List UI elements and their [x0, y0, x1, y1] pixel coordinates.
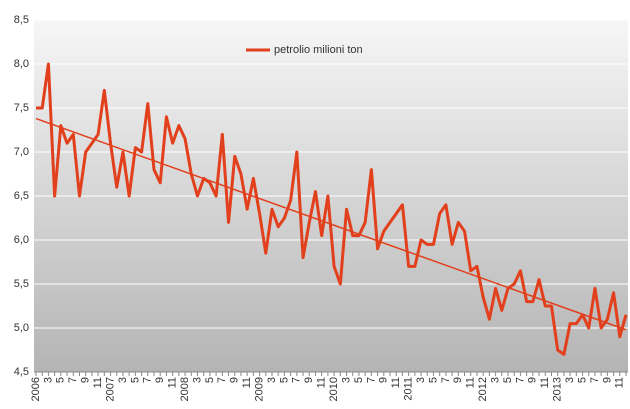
x-tick-label: 3	[42, 377, 54, 383]
x-tick-label: 7	[291, 377, 303, 383]
x-tick-label: 9	[80, 377, 92, 383]
x-tick-label: 7	[589, 377, 601, 383]
x-tick-label: 11	[539, 377, 551, 388]
y-tick-label: 6,5	[14, 190, 29, 202]
y-tick-label: 8,5	[14, 14, 29, 26]
x-tick-label: 9	[229, 377, 241, 383]
x-tick-label: 11	[167, 377, 179, 388]
x-tick-label: 9	[527, 377, 539, 383]
x-tick-label: 9	[154, 377, 166, 383]
x-tick-label: 5	[278, 377, 290, 383]
x-tick-label: 5	[55, 377, 67, 383]
x-tick-label: 11	[316, 377, 328, 388]
y-tick-label: 8,0	[14, 58, 29, 70]
data-line	[36, 62, 628, 356]
x-tick-label: 11	[614, 377, 626, 388]
x-tick-label: 2012	[477, 377, 489, 401]
y-tick-label: 7,5	[14, 102, 29, 114]
x-tick-label: 5	[204, 377, 216, 383]
x-tick-label: 11	[465, 377, 477, 388]
y-tick-label: 7,0	[14, 146, 29, 158]
y-tick-label: 4,5	[14, 366, 29, 378]
y-tick-label: 5,5	[14, 278, 29, 290]
x-tick-label: 2008	[179, 377, 191, 401]
x-tick-label: 7	[514, 377, 526, 383]
x-tick-label: 3	[564, 377, 576, 383]
y-tick-label: 6,0	[14, 234, 29, 246]
x-tick-label: 3	[117, 377, 129, 383]
x-tick-label: 3	[489, 377, 501, 383]
x-tick-label: 9	[303, 377, 315, 383]
x-tick-label: 2006	[30, 377, 42, 401]
x-tick-label: 2010	[328, 377, 340, 401]
x-tick-label: 3	[340, 377, 352, 383]
x-tick-label: 9	[452, 377, 464, 383]
x-tick-label: 7	[67, 377, 79, 383]
trend-line	[35, 117, 627, 331]
x-tick-label: 5	[502, 377, 514, 383]
x-tick-label: 9	[378, 377, 390, 383]
x-tick-label: 3	[415, 377, 427, 383]
x-tick-label: 2011	[403, 377, 415, 401]
x-tick-label: 7	[216, 377, 228, 383]
x-tick-label: 5	[129, 377, 141, 383]
legend-label: petrolio milioni ton	[274, 44, 363, 56]
x-tick-label: 9	[601, 377, 613, 383]
x-tick-label: 2009	[253, 377, 265, 401]
x-tick-label: 7	[365, 377, 377, 383]
x-tick-label: 11	[390, 377, 402, 388]
x-tick-label: 11	[241, 377, 253, 388]
y-tick-label: 5,0	[14, 322, 29, 334]
x-tick-label: 7	[440, 377, 452, 383]
x-tick-label: 3	[266, 377, 278, 383]
x-tick-label: 7	[142, 377, 154, 383]
x-tick-label: 2007	[104, 377, 116, 401]
x-tick-label: 5	[427, 377, 439, 383]
x-tick-label: 5	[353, 377, 365, 383]
x-tick-label: 2013	[552, 377, 564, 401]
x-tick-label: 3	[191, 377, 203, 383]
x-tick-label: 11	[92, 377, 104, 388]
x-tick-label: 5	[576, 377, 588, 383]
